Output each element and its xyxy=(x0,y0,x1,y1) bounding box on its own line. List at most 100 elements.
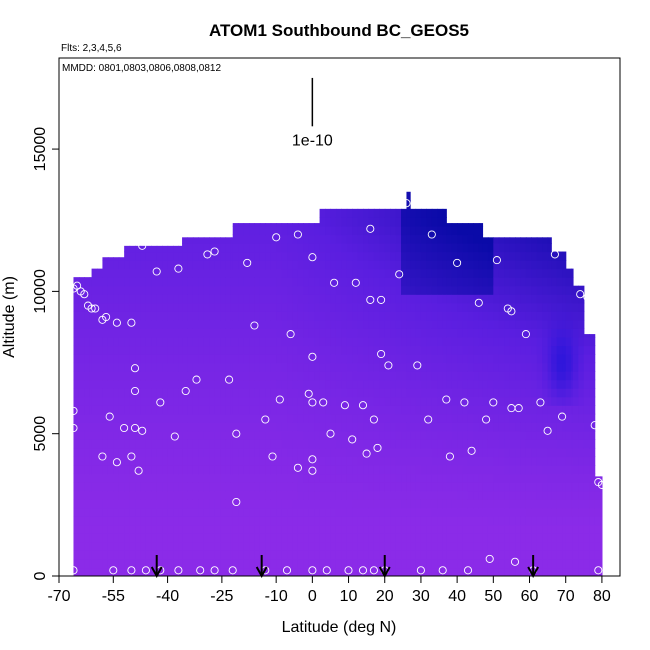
field-cell xyxy=(325,499,332,509)
field-cell xyxy=(415,396,422,406)
field-cell xyxy=(406,208,411,218)
field-cell xyxy=(363,251,370,261)
field-cell xyxy=(478,285,484,295)
field-cell xyxy=(297,328,304,338)
field-cell xyxy=(259,336,266,347)
field-cell xyxy=(187,268,194,278)
field-cell xyxy=(525,473,532,483)
field-cell xyxy=(565,499,572,509)
field-cell xyxy=(238,302,245,312)
field-cell xyxy=(515,507,522,517)
field-cell xyxy=(462,541,469,551)
field-cell xyxy=(352,311,359,321)
field-cell xyxy=(203,336,210,347)
field-cell xyxy=(113,285,120,295)
flight-point xyxy=(308,352,317,361)
field-cell xyxy=(395,447,402,458)
field-cell xyxy=(589,490,596,500)
field-cell xyxy=(415,567,422,576)
field-cell xyxy=(203,268,210,278)
field-cell xyxy=(325,465,332,475)
field-cell xyxy=(167,251,174,261)
field-cell xyxy=(457,447,464,458)
field-cell xyxy=(420,319,427,329)
field-cell xyxy=(467,413,475,423)
field-cell xyxy=(265,482,272,492)
field-cell xyxy=(431,277,438,287)
field-cell xyxy=(135,371,142,381)
field-cell xyxy=(406,191,411,201)
field-cell xyxy=(270,541,277,551)
field-cell xyxy=(297,516,304,526)
field-cell xyxy=(562,379,567,389)
field-cell xyxy=(384,294,391,304)
field-cell xyxy=(562,439,567,449)
field-cell xyxy=(509,456,516,466)
field-cell xyxy=(515,482,522,492)
field-cell xyxy=(314,234,321,244)
field-cell xyxy=(572,490,579,500)
field-cell xyxy=(297,430,304,440)
field-cell xyxy=(192,456,199,466)
field-cell xyxy=(325,567,332,576)
field-cell xyxy=(487,362,494,372)
field-cell xyxy=(467,277,475,287)
field-cell xyxy=(542,251,549,261)
field-cell xyxy=(118,257,125,261)
flight-point xyxy=(467,446,476,455)
field-cell xyxy=(431,567,438,576)
field-cell xyxy=(572,354,579,364)
field-cell xyxy=(346,558,353,569)
field-cell xyxy=(462,388,469,398)
field-cell xyxy=(214,473,221,483)
field-cell xyxy=(107,413,114,423)
field-cell xyxy=(182,243,189,253)
field-cell xyxy=(547,447,552,458)
field-cell xyxy=(292,533,299,543)
field-cell xyxy=(84,345,91,355)
field-cell xyxy=(162,302,169,312)
field-cell xyxy=(357,490,364,500)
field-cell xyxy=(562,558,567,569)
field-cell xyxy=(346,260,353,270)
flight-point xyxy=(413,361,422,370)
field-cell xyxy=(335,482,342,492)
field-cell xyxy=(420,558,427,569)
field-cell xyxy=(259,294,266,304)
field-cell xyxy=(410,251,417,261)
field-cell xyxy=(97,362,104,372)
field-cell xyxy=(192,541,199,551)
field-cell xyxy=(509,473,516,483)
field-cell xyxy=(314,490,321,500)
field-cell xyxy=(230,268,234,278)
field-cell xyxy=(571,277,574,287)
field-cell xyxy=(78,465,85,475)
field-cell xyxy=(457,311,464,321)
field-cell xyxy=(276,550,283,560)
field-cell xyxy=(562,524,567,534)
field-cell xyxy=(384,362,391,372)
field-cell xyxy=(437,234,444,244)
field-cell xyxy=(314,302,321,312)
field-cell xyxy=(89,533,93,543)
field-cell xyxy=(520,354,527,364)
field-cell xyxy=(368,430,375,440)
field-cell xyxy=(129,439,136,449)
field-cell xyxy=(173,413,180,423)
field-cell xyxy=(281,439,288,449)
field-cell xyxy=(297,345,304,355)
field-cell xyxy=(478,234,484,244)
field-cell xyxy=(384,260,391,270)
field-cell xyxy=(91,294,98,304)
field-cell xyxy=(431,243,438,253)
field-cell xyxy=(319,482,326,492)
field-cell xyxy=(446,319,453,329)
field-cell xyxy=(515,465,522,475)
field-cell xyxy=(162,490,169,500)
field-cell xyxy=(230,558,234,569)
field-cell xyxy=(446,302,453,312)
field-cell xyxy=(209,439,216,449)
field-cell xyxy=(531,311,538,321)
field-cell xyxy=(287,465,294,475)
field-cell xyxy=(203,277,210,287)
